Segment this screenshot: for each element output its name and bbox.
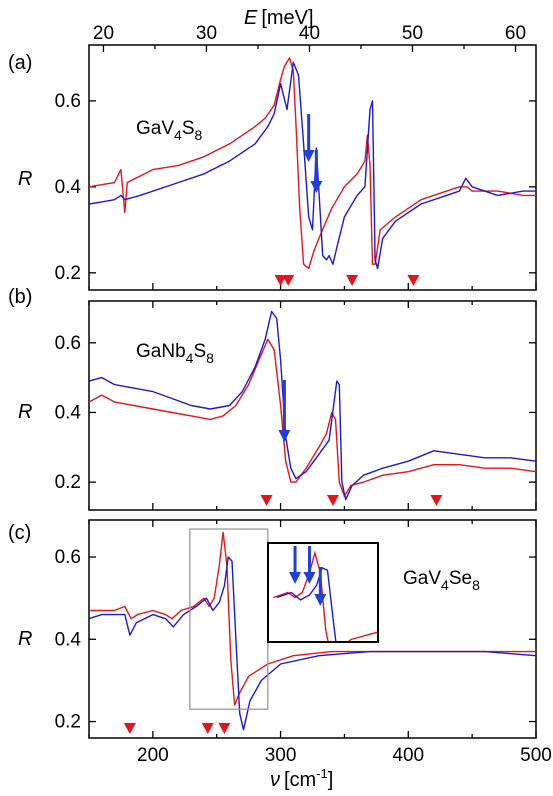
y-tick-label: 0.4 xyxy=(55,629,82,650)
y-tick-label: 0.6 xyxy=(55,333,81,354)
panel-a: (a) GaV4S8 R E [meV] xyxy=(8,7,537,291)
series-line-1 xyxy=(88,57,536,270)
inset-arrow-head xyxy=(314,594,327,606)
top-tick-label: 50 xyxy=(402,23,423,44)
chart-marks: 0.2 0.4 0.6 20 30 40 50 60 0.2 0.4 0.6 0.2 0.4 0.6 200… xyxy=(55,23,552,766)
panel-b: (b) GaNb4S8 R xyxy=(8,286,537,511)
series-line-2 xyxy=(88,556,537,731)
mode-marker xyxy=(326,495,339,506)
y-tick-label: 0.2 xyxy=(55,712,81,733)
x-tick-label: 500 xyxy=(520,745,552,766)
panel-b-frame xyxy=(88,300,537,511)
mode-marker xyxy=(201,723,214,734)
series-line-2 xyxy=(88,310,537,501)
panel-c-ylabel: R xyxy=(18,628,32,650)
top-tick-label: 30 xyxy=(196,23,217,44)
series-line-2 xyxy=(88,61,536,270)
arrow-head xyxy=(310,181,323,193)
y-tick-label: 0.2 xyxy=(55,263,81,284)
y-tick-label: 0.6 xyxy=(55,91,81,112)
top-tick-label: 40 xyxy=(299,23,320,44)
top-tick-label: 60 xyxy=(505,23,526,44)
x-tick-label: 300 xyxy=(265,745,297,766)
panel-a-marks: 0.2 0.4 0.6 20 30 40 50 60 xyxy=(55,23,537,290)
mode-marker xyxy=(123,723,136,734)
panel-a-compound: GaV4S8 xyxy=(136,118,203,143)
panel-c-label: (c) xyxy=(8,522,31,544)
panel-b-marks: 0.2 0.4 0.6 xyxy=(55,301,537,510)
panel-c-compound: GaV4Se8 xyxy=(403,568,480,593)
inset-plot xyxy=(273,550,377,641)
panel-c: (c) GaV4Se8 R ν [cm-1] xyxy=(8,519,537,791)
series-line-1 xyxy=(89,531,536,706)
inset-frame xyxy=(267,542,379,643)
inset-arrow-head xyxy=(303,572,316,584)
mode-marker xyxy=(282,275,295,286)
mode-marker xyxy=(274,275,287,286)
top-axis-title: E [meV] xyxy=(244,7,314,29)
y-tick-label: 0.2 xyxy=(55,472,81,493)
mode-marker xyxy=(430,495,443,506)
panel-c-marks: 0.2 0.4 0.6 200 300 400 500 xyxy=(55,520,552,766)
y-tick-label: 0.4 xyxy=(55,402,82,423)
x-tick-label: 200 xyxy=(137,745,169,766)
arrow-head xyxy=(278,430,291,442)
series-line-1 xyxy=(88,338,537,497)
y-tick-label: 0.4 xyxy=(55,177,82,198)
top-axis: E [meV] xyxy=(244,7,314,29)
mode-marker xyxy=(346,275,359,286)
panel-b-compound: GaNb4S8 xyxy=(136,341,214,366)
inset-series-line-1 xyxy=(273,550,377,641)
panel-b-label: (b) xyxy=(8,286,32,308)
mode-marker xyxy=(218,723,231,734)
y-tick-label: 0.6 xyxy=(55,547,81,568)
mode-marker xyxy=(407,275,420,286)
arrow-head xyxy=(302,150,315,162)
bottom-axis-title: ν [cm-1] xyxy=(270,766,333,791)
x-tick-label: 400 xyxy=(392,745,424,766)
panel-a-frame xyxy=(88,44,537,291)
top-tick-label: 20 xyxy=(93,23,114,44)
mode-marker xyxy=(260,495,273,506)
panel-a-label: (a) xyxy=(8,52,32,74)
panel-a-ylabel: R xyxy=(18,168,32,190)
panel-c-frame xyxy=(88,519,537,739)
inset-arrow-head xyxy=(289,572,302,584)
inset-series-line-2 xyxy=(276,566,337,641)
panel-b-ylabel: R xyxy=(18,401,32,423)
